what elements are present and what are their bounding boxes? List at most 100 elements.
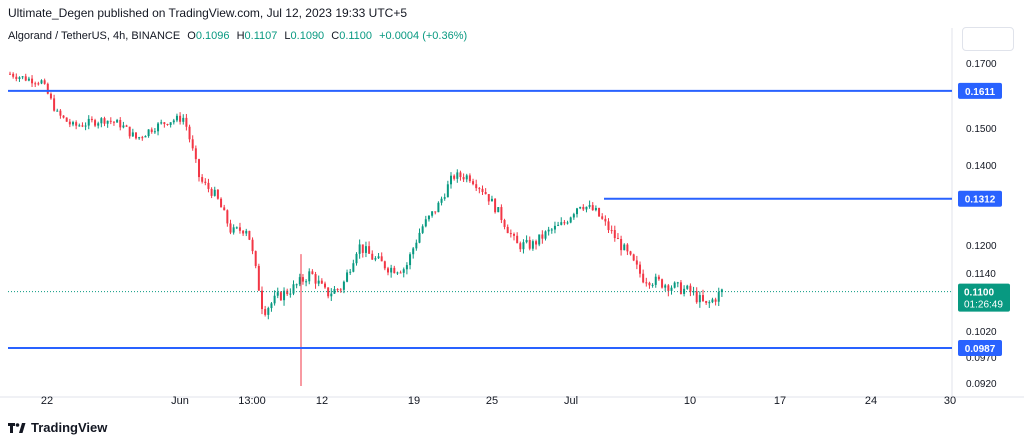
candle-body xyxy=(223,207,226,211)
candle-body xyxy=(18,77,21,79)
candle-body xyxy=(714,299,717,302)
candle-body xyxy=(198,159,200,178)
candle-body xyxy=(157,123,160,132)
candle-body xyxy=(201,177,204,182)
level-price-label: 0.1611 xyxy=(965,87,995,98)
candle-body xyxy=(207,182,210,189)
candle-body xyxy=(402,269,405,273)
candle-body xyxy=(141,137,144,139)
candle-body xyxy=(607,221,610,231)
candle-body xyxy=(383,261,386,269)
candle-body xyxy=(642,273,645,283)
published-by-line: Ultimate_Degen published on TradingView.… xyxy=(8,6,408,20)
candle-body xyxy=(475,184,478,189)
y-tick-label: 0.1140 xyxy=(966,269,996,280)
candle-body xyxy=(374,258,377,260)
candle-body xyxy=(604,218,607,222)
candle-body xyxy=(613,230,616,239)
y-tick-label: 0.1700 xyxy=(966,59,997,70)
close-label: C xyxy=(331,30,340,42)
candle-body xyxy=(75,122,78,126)
candle-body xyxy=(434,211,437,213)
candle-body xyxy=(500,207,503,221)
candle-body xyxy=(560,222,563,225)
open-value: 0.1096 xyxy=(195,30,230,42)
candle-body xyxy=(478,188,481,190)
low-label: L xyxy=(284,30,291,42)
candle-body xyxy=(292,284,295,294)
candle-body xyxy=(563,222,566,224)
candle-body xyxy=(339,289,342,291)
candle-body xyxy=(21,76,24,78)
footer-branding: TradingView xyxy=(8,420,107,435)
candle-body xyxy=(450,175,452,185)
candle-body xyxy=(276,292,279,296)
candle-body xyxy=(683,288,686,294)
candle-body xyxy=(513,233,515,236)
candle-body xyxy=(257,265,260,291)
candle-body xyxy=(695,291,698,303)
candle-body xyxy=(632,254,635,261)
candle-body xyxy=(109,120,112,122)
x-tick-label: 17 xyxy=(774,395,786,407)
candle-body xyxy=(53,98,56,111)
candle-body xyxy=(352,263,355,272)
chart-control-box[interactable] xyxy=(962,27,1014,51)
y-tick-label: 0.1200 xyxy=(966,241,997,252)
x-tick-label: Jul xyxy=(564,395,578,407)
candle-body xyxy=(106,120,109,124)
candle-body xyxy=(720,289,723,293)
candle-body xyxy=(629,251,632,255)
tradingview-brand: TradingView xyxy=(31,420,108,435)
x-tick-label: 25 xyxy=(486,395,498,407)
candle-body xyxy=(65,117,68,122)
candle-body xyxy=(59,110,62,116)
candle-body xyxy=(497,207,500,213)
candle-body xyxy=(409,254,412,266)
candle-body xyxy=(689,285,692,292)
candle-body xyxy=(147,129,150,137)
candle-body xyxy=(705,300,708,303)
candle-body xyxy=(346,272,349,282)
candle-body xyxy=(368,246,371,254)
candle-body xyxy=(179,115,182,122)
x-tick-label: Jun xyxy=(171,395,189,407)
candle-body xyxy=(610,230,613,232)
candle-body xyxy=(594,207,597,211)
candle-body xyxy=(667,285,670,291)
candle-body xyxy=(465,175,468,180)
candle-body xyxy=(68,121,71,125)
candle-body xyxy=(516,235,519,244)
candle-body xyxy=(169,122,172,126)
candle-body xyxy=(125,125,128,127)
y-tick-label: 0.1400 xyxy=(966,161,997,172)
candle-body xyxy=(459,172,462,178)
candle-body xyxy=(279,292,282,301)
candle-body xyxy=(210,188,213,196)
candle-body xyxy=(31,78,34,84)
candle-body xyxy=(220,198,223,208)
candle-body xyxy=(620,239,623,251)
high-label: H xyxy=(236,30,245,42)
x-tick-label: 24 xyxy=(865,395,877,407)
candle-body xyxy=(289,293,292,295)
high-value: 0.1107 xyxy=(244,30,278,42)
level-price-label: 0.1312 xyxy=(965,195,996,206)
candle-body xyxy=(261,290,263,310)
candle-body xyxy=(673,282,676,288)
candle-body xyxy=(538,234,541,245)
candle-body xyxy=(456,172,459,179)
candle-body xyxy=(160,122,163,124)
candle-body xyxy=(544,231,547,239)
candle-body xyxy=(657,276,660,280)
candle-body xyxy=(90,118,93,121)
candle-body xyxy=(305,281,308,283)
candle-body xyxy=(717,292,720,302)
candle-body xyxy=(541,234,544,239)
candle-body xyxy=(264,309,267,315)
candle-body xyxy=(427,215,430,220)
x-tick-label: 13:00 xyxy=(238,395,266,407)
candle-body xyxy=(387,268,389,273)
candle-body xyxy=(349,271,352,273)
candle-body xyxy=(308,271,311,282)
